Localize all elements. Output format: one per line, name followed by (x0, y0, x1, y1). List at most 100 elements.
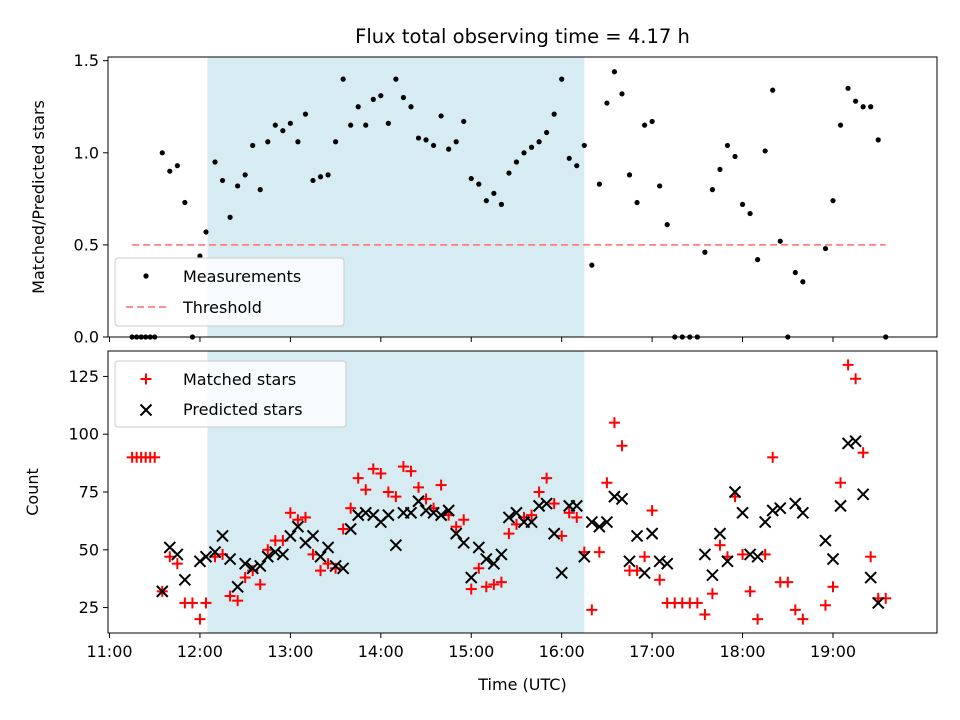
predicted-star-point (389, 538, 403, 552)
predicted-star-point (555, 566, 568, 580)
x-tick-label: 11:00 (86, 642, 132, 661)
predicted-star-point (412, 495, 425, 508)
measurement-point (197, 253, 203, 259)
predicted-star-point (728, 485, 742, 499)
predicted-star-point (623, 555, 636, 568)
predicted-star-point (502, 511, 516, 524)
predicted-star-point (261, 550, 274, 563)
y-tick-label: 100 (68, 425, 99, 444)
predicted-star-point (826, 552, 840, 566)
measurement-point (777, 238, 783, 244)
legend-predicted-label: Predicted stars (183, 400, 303, 419)
measurement-point (393, 76, 399, 82)
measurement-point (476, 181, 482, 187)
top-x-ticks (109, 337, 834, 342)
predicted-star-point (698, 548, 712, 561)
measurement-point (340, 76, 346, 82)
measurement-point (363, 122, 369, 128)
predicted-star-point (872, 596, 885, 610)
measurement-point (875, 137, 881, 143)
measurement-point (378, 93, 384, 99)
measurement-point (604, 100, 610, 106)
top-axes: 0.0 0.5 1.0 1.5 Matched/Predicted stars Mea… (29, 51, 938, 347)
y-tick-label: 125 (68, 367, 99, 386)
measurement-point (544, 129, 550, 136)
measurement-point (724, 142, 731, 149)
predicted-star-point (713, 527, 727, 540)
measurement-point (641, 122, 648, 128)
measurement-point (287, 120, 293, 126)
predicted-star-point (427, 506, 440, 520)
predicted-star-point (540, 497, 553, 510)
predicted-star-point (269, 545, 282, 559)
predicted-star-point (336, 562, 350, 575)
legend-matched-marker (140, 373, 152, 385)
measurement-point (800, 279, 806, 285)
measurement-point (581, 142, 587, 149)
predicted-star-point (404, 506, 418, 520)
measurement-point (446, 146, 452, 152)
measurement-point (521, 150, 527, 156)
measurement-point (203, 229, 209, 235)
predicted-star-point (382, 508, 395, 522)
predicted-star-point (547, 527, 561, 540)
predicted-star-point (615, 492, 629, 506)
legend-matched-label: Matched stars (183, 370, 296, 389)
top-legend-box (114, 257, 345, 327)
y-tick-label: 75 (79, 483, 99, 502)
measurement-point (408, 104, 414, 110)
x-tick-label: 17:00 (629, 642, 675, 661)
predicted-star-point (367, 508, 380, 522)
measurement-point (506, 170, 512, 176)
predicted-star-point (238, 557, 252, 570)
measurement-point (513, 159, 520, 165)
predicted-star-point (156, 585, 169, 598)
predicted-star-point (796, 506, 810, 520)
x-tick-label: 12:00 (177, 642, 223, 661)
predicted-star-point (480, 552, 493, 566)
measurement-point (611, 69, 618, 75)
measurement-point (295, 139, 301, 145)
legend-measurements-label: Measurements (183, 267, 301, 286)
predicted-star-point (352, 508, 365, 522)
predicted-star-point (706, 569, 719, 582)
bottom-y-axis-label: Count (23, 468, 42, 516)
measurement-point (212, 159, 218, 165)
measurement-point (468, 175, 474, 182)
predicted-star-point (570, 499, 583, 513)
predicted-star-point (139, 403, 153, 417)
bottom-y-ticks: 25 50 75 100 125 (68, 367, 108, 617)
predicted-star-point (246, 562, 259, 575)
predicted-star-point (487, 557, 501, 570)
measurement-point (830, 198, 836, 204)
predicted-star-point (442, 504, 455, 517)
predicted-star-point (344, 522, 357, 536)
legend-measurements-marker (143, 273, 149, 279)
measurement-point (755, 257, 761, 263)
predicted-star-point (231, 580, 244, 593)
x-tick-label: 15:00 (448, 642, 494, 661)
measurement-point (596, 181, 602, 187)
predicted-star-point (199, 550, 213, 563)
measurement-point (574, 163, 580, 169)
predicted-star-point (849, 434, 862, 448)
measurement-point (385, 120, 391, 126)
predicted-star-point (789, 497, 802, 510)
measurement-point (822, 245, 829, 252)
measurement-point (589, 262, 595, 268)
measurement-point (415, 135, 422, 141)
predicted-star-point (472, 541, 485, 554)
top-y-ticks: 0.0 0.5 1.0 1.5 (74, 51, 108, 347)
predicted-star-point (276, 548, 290, 561)
measurement-point (250, 142, 256, 149)
measurement-point (536, 139, 542, 145)
x-axis-label: Time (UTC) (477, 675, 566, 694)
y-tick-label: 50 (79, 540, 99, 559)
predicted-star-point (856, 488, 870, 501)
measurement-point (280, 128, 286, 134)
measurement-point (626, 172, 633, 178)
predicted-star-point (208, 545, 222, 559)
predicted-star-point (774, 501, 787, 515)
measurement-point (709, 187, 716, 193)
